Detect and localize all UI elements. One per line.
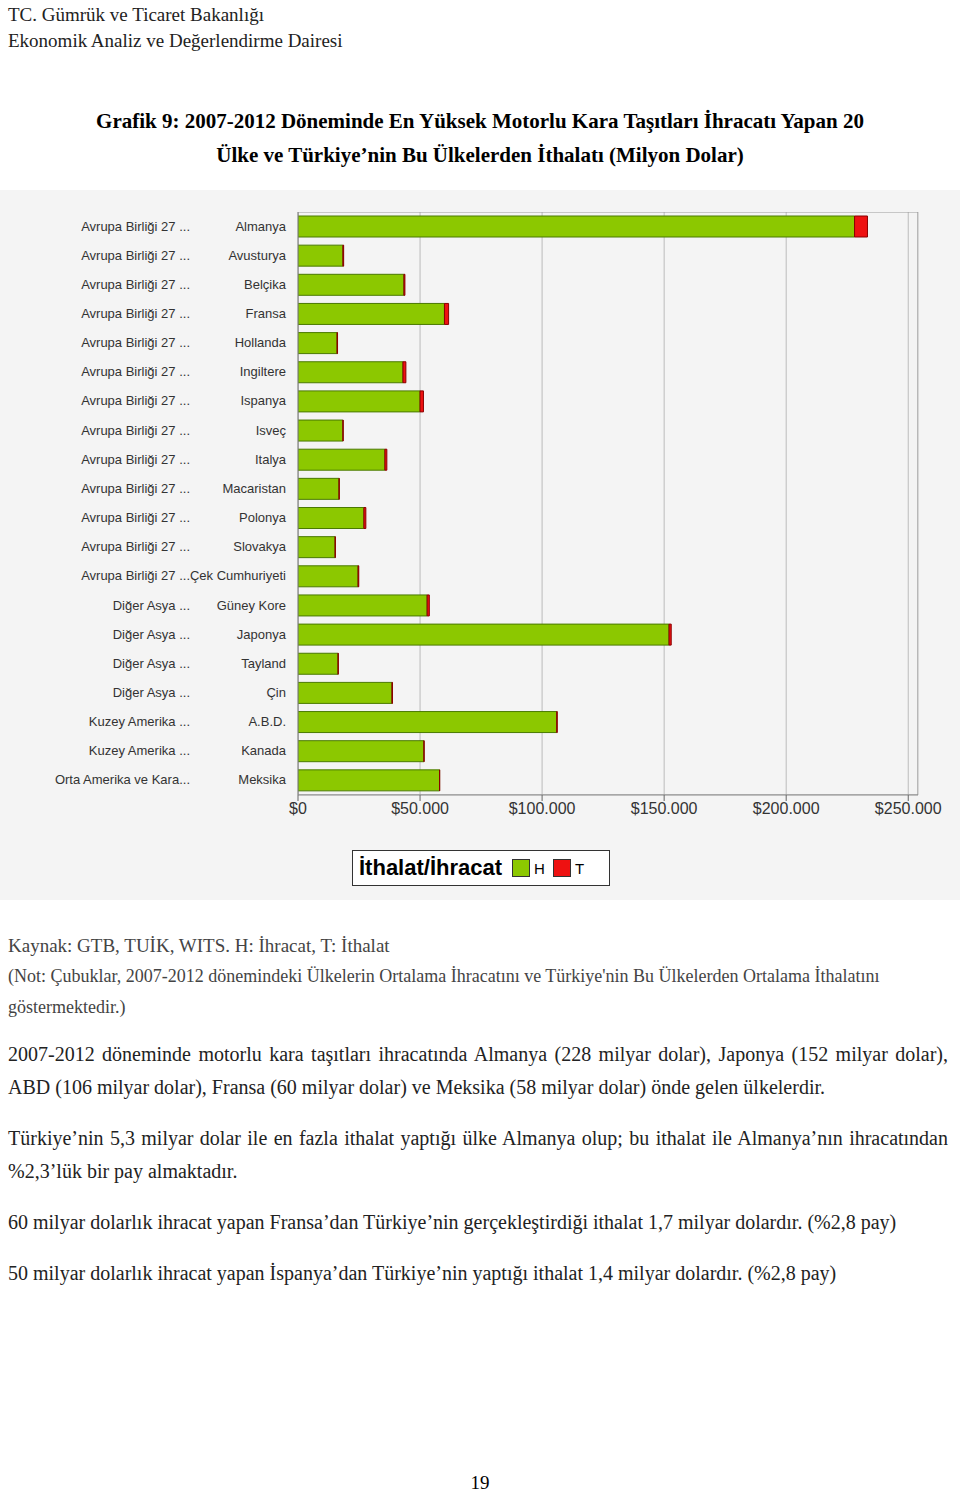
svg-text:Macaristan: Macaristan [222, 481, 286, 496]
svg-text:Diğer Asya ...: Diğer Asya ... [113, 627, 190, 642]
svg-text:$150.000: $150.000 [631, 800, 698, 817]
html-text:TC. Gümrük ve Ticaret Bakanlığ: TC. Gümrük ve Ticaret Bakanlığı [8, 4, 264, 25]
svg-text:Avrupa Birliği 27 ...: Avrupa Birliği 27 ... [81, 364, 190, 379]
html-text:Ülke ve Türkiye’nin Bu Ülkeler: Ülke ve Türkiye’nin Bu Ülkelerden İthala… [216, 143, 744, 167]
html-text:(Not: Çubuklar, 2007-2012 döne: (Not: Çubuklar, 2007-2012 dönemindeki Ül… [8, 966, 880, 1017]
svg-text:Avrupa Birliği 27 ...: Avrupa Birliği 27 ... [81, 248, 190, 263]
svg-text:$0: $0 [289, 800, 307, 817]
svg-text:Diğer Asya ...: Diğer Asya ... [113, 598, 190, 613]
svg-text:$250.000: $250.000 [875, 800, 942, 817]
svg-text:Diğer Asya ...: Diğer Asya ... [113, 685, 190, 700]
svg-text:Tayland: Tayland [241, 656, 286, 671]
svg-text:Belçika: Belçika [244, 277, 287, 292]
svg-text:Avrupa Birliği 27 ...: Avrupa Birliği 27 ... [81, 277, 190, 292]
svg-text:Avrupa Birliği 27 ...: Avrupa Birliği 27 ... [81, 393, 190, 408]
svg-text:Kanada: Kanada [241, 743, 287, 758]
svg-text:Avrupa Birliği 27 ...: Avrupa Birliği 27 ... [81, 539, 190, 554]
svg-text:$50.000: $50.000 [391, 800, 449, 817]
html-text:Kaynak: GTB, TUİK, WITS. H: İh: Kaynak: GTB, TUİK, WITS. H: İhracat, T: … [8, 935, 390, 956]
svg-text:Avusturya: Avusturya [228, 248, 286, 263]
svg-text:Çek Cumhuriyeti: Çek Cumhuriyeti [190, 568, 286, 583]
svg-text:Polonya: Polonya [239, 510, 287, 525]
svg-text:Kuzey Amerika ...: Kuzey Amerika ... [89, 714, 190, 729]
html-text:T: T [574, 859, 585, 877]
svg-text:Fransa: Fransa [246, 306, 287, 321]
html-text:Grafik 9: 2007-2012 Döneminde: Grafik 9: 2007-2012 Döneminde En Yüksek … [96, 109, 864, 133]
svg-text:Çin: Çin [266, 685, 286, 700]
svg-text:Kuzey Amerika ...: Kuzey Amerika ... [89, 743, 190, 758]
svg-text:Avrupa Birliği 27 ...: Avrupa Birliği 27 ... [81, 335, 190, 350]
html-text:Türkiye’nin 5,3 milyar dolar i: Türkiye’nin 5,3 milyar dolar ile en fazl… [8, 1127, 948, 1182]
svg-text:Almanya: Almanya [235, 219, 286, 234]
svg-text:Isveç: Isveç [256, 423, 287, 438]
html-text:19: 19 [470, 1472, 490, 1493]
svg-text:Avrupa Birliği 27 ...: Avrupa Birliği 27 ... [81, 510, 190, 525]
svg-text:Ispanya: Ispanya [240, 393, 286, 408]
svg-text:Meksika: Meksika [238, 772, 286, 787]
svg-text:Japonya: Japonya [237, 627, 287, 642]
svg-text:Avrupa Birliği 27 ...: Avrupa Birliği 27 ... [81, 568, 190, 583]
svg-text:$100.000: $100.000 [509, 800, 576, 817]
svg-text:Hollanda: Hollanda [235, 335, 287, 350]
html-text:İthalat/İhracat: İthalat/İhracat [359, 855, 502, 880]
svg-text:$200.000: $200.000 [753, 800, 820, 817]
html-text:2007-2012 döneminde motorlu ka: 2007-2012 döneminde motorlu kara taşıtla… [8, 1043, 948, 1098]
svg-text:Avrupa Birliği 27 ...: Avrupa Birliği 27 ... [81, 423, 190, 438]
html-text:50 milyar dolarlık ihracat yap: 50 milyar dolarlık ihracat yapan İspanya… [8, 1262, 837, 1284]
html-text:H: H [534, 859, 545, 877]
html-text:Ekonomik Analiz ve Değerlendir: Ekonomik Analiz ve Değerlendirme Dairesi [8, 30, 343, 51]
svg-text:Güney Kore: Güney Kore [217, 598, 286, 613]
html-text:60 milyar dolarlık ihracat yap: 60 milyar dolarlık ihracat yapan Fransa’… [8, 1211, 897, 1233]
svg-text:Avrupa Birliği 27 ...: Avrupa Birliği 27 ... [81, 452, 190, 467]
svg-text:Avrupa Birliği 27 ...: Avrupa Birliği 27 ... [81, 481, 190, 496]
svg-text:A.B.D.: A.B.D. [248, 714, 286, 729]
svg-text:Avrupa Birliği 27 ...: Avrupa Birliği 27 ... [81, 306, 190, 321]
svg-text:Italya: Italya [255, 452, 287, 467]
svg-text:Avrupa Birliği 27 ...: Avrupa Birliği 27 ... [81, 219, 190, 234]
svg-text:Diğer Asya ...: Diğer Asya ... [113, 656, 190, 671]
svg-text:Slovakya: Slovakya [233, 539, 287, 554]
svg-text:Ingiltere: Ingiltere [240, 364, 286, 379]
svg-text:Orta Amerika ve Kara...: Orta Amerika ve Kara... [55, 772, 190, 787]
